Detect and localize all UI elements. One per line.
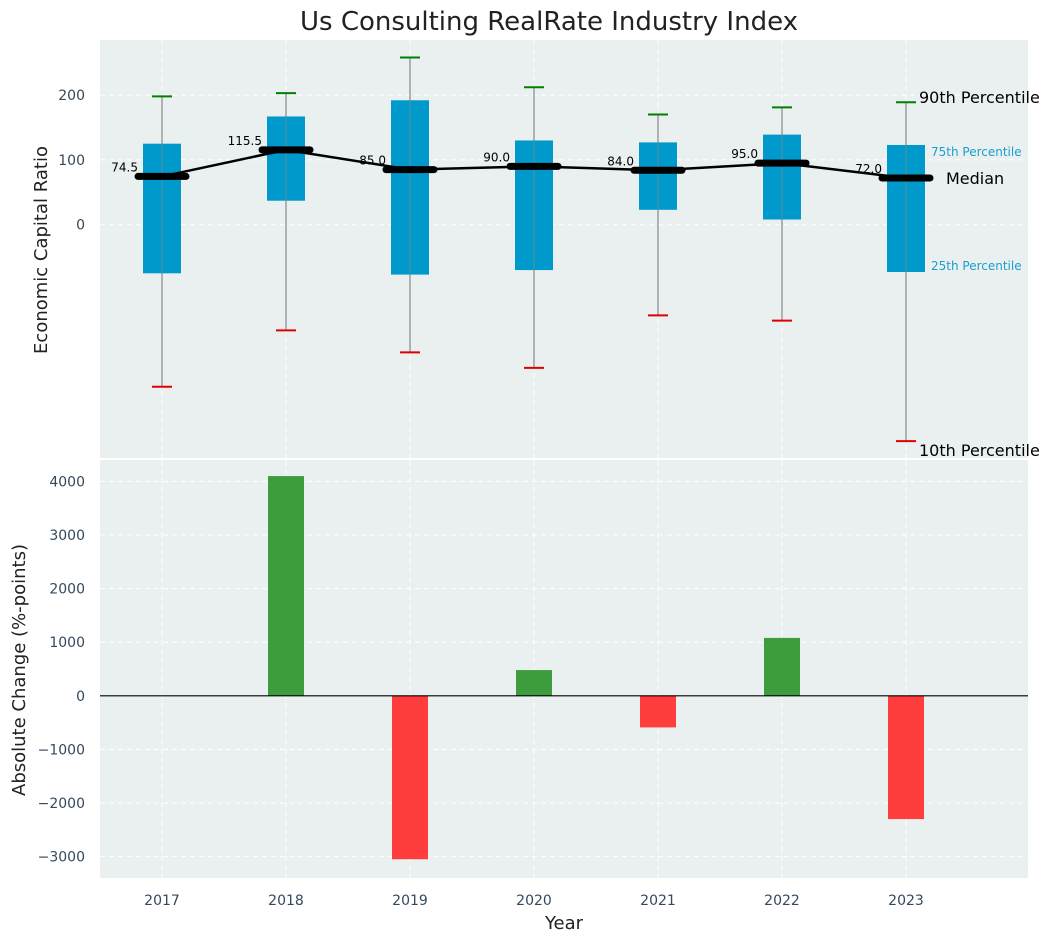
- bottom-y-tick-label: 1000: [49, 635, 85, 651]
- x-tick-label: 2018: [268, 893, 304, 909]
- change-bars: [268, 476, 924, 860]
- bottom-y-tick-label: 0: [76, 689, 85, 705]
- percentile-annotations: 90th Percentile 75th Percentile Median 25th…: [919, 88, 1040, 460]
- bottom-y-tick-label: −2000: [38, 796, 85, 812]
- annotation-median: Median: [946, 169, 1004, 188]
- box-plot-panel: 0 100 200 74.5 115.5 85.0 90.0 84.0 95.0 72.0 90…: [31, 40, 1040, 460]
- top-y-axis-label: Economic Capital Ratio: [31, 146, 52, 354]
- median-value-label: 95.0: [731, 147, 758, 161]
- box-2020: [515, 86, 553, 369]
- annotation-p90: 90th Percentile: [919, 88, 1040, 107]
- annotation-p10: 10th Percentile: [919, 441, 1040, 460]
- median-value-label: 84.0: [607, 154, 634, 168]
- bottom-y-tick-label: 4000: [49, 474, 85, 490]
- x-axis-label: Year: [544, 913, 584, 934]
- change-bar-2019: [392, 695, 428, 860]
- median-value-label: 74.5: [111, 160, 138, 174]
- box-2022: [763, 106, 801, 322]
- bottom-y-axis-label: Absolute Change (%-points): [9, 544, 30, 796]
- top-y-ticks: 0 100 200: [58, 88, 85, 234]
- bottom-y-tick-label: 3000: [49, 528, 85, 544]
- box-2017: [143, 95, 181, 388]
- x-tick-label: 2022: [764, 893, 800, 909]
- median-value-label: 90.0: [483, 150, 510, 164]
- x-tick-label: 2020: [516, 893, 552, 909]
- box-2018: [267, 92, 305, 332]
- median-value-label: 85.0: [359, 154, 386, 168]
- median-series: 74.5 115.5 85.0 90.0 84.0 95.0 72.0: [111, 134, 934, 182]
- box-2023: [887, 101, 925, 443]
- top-y-tick-label: 0: [76, 218, 85, 234]
- median-value-label: 72.0: [855, 162, 882, 176]
- bottom-y-tick-label: 2000: [49, 582, 85, 598]
- median-value-label: 115.5: [228, 134, 262, 148]
- change-bar-2023: [888, 695, 924, 820]
- bottom-y-tick-label: −3000: [38, 850, 85, 866]
- bottom-y-tick-label: −1000: [38, 742, 85, 758]
- change-bar-2018: [268, 476, 304, 696]
- bottom-y-ticks: −3000 −2000 −1000 0 1000 2000 3000 4000: [38, 474, 85, 865]
- x-tick-label: 2019: [392, 893, 428, 909]
- change-bar-2020: [516, 670, 552, 696]
- top-panel-background: [100, 40, 1028, 458]
- x-tick-label: 2017: [144, 893, 180, 909]
- box-2019: [391, 56, 429, 354]
- x-tick-label: 2023: [888, 893, 924, 909]
- chart-title: Us Consulting RealRate Industry Index: [300, 7, 798, 37]
- x-axis-ticks: 2017 2018 2019 2020 2021 2022 2023: [144, 893, 924, 909]
- box-2021: [639, 113, 677, 317]
- x-tick-label: 2021: [640, 893, 676, 909]
- change-bar-2022: [764, 637, 800, 696]
- box-series: [143, 56, 925, 443]
- annotation-p25: 25th Percentile: [931, 259, 1022, 273]
- change-bar-2021: [640, 695, 676, 728]
- annotation-p75: 75th Percentile: [931, 145, 1022, 159]
- top-y-tick-label: 100: [58, 153, 85, 169]
- top-y-tick-label: 200: [58, 88, 85, 104]
- bottom-panel-background: [100, 460, 1028, 878]
